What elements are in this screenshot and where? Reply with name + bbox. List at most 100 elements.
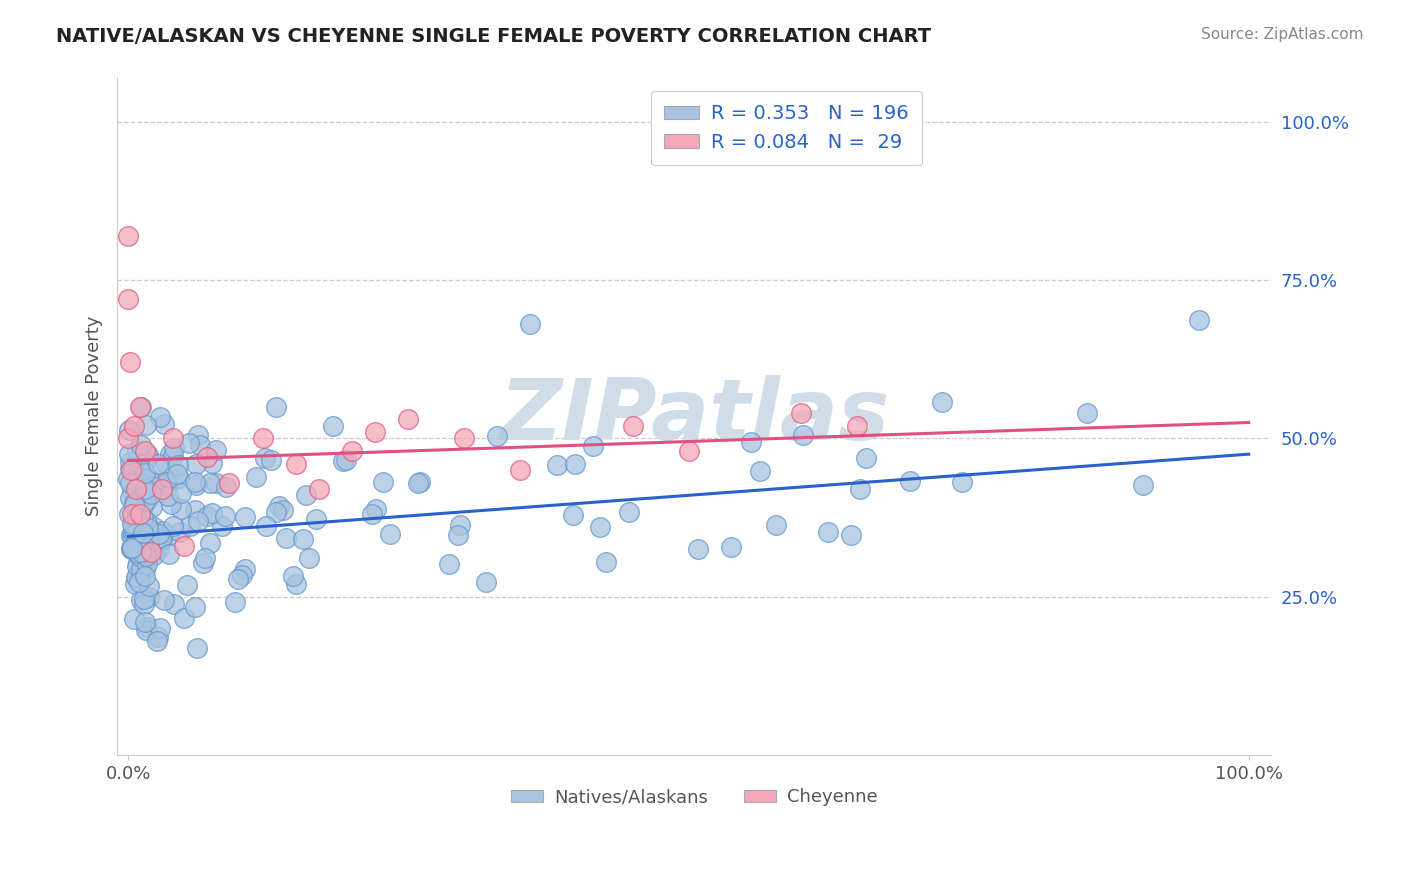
Point <box>193 556 215 570</box>
Point <box>186 640 208 655</box>
Point <box>201 456 224 470</box>
Point <box>124 577 146 591</box>
Point <box>129 593 152 607</box>
Point <box>134 615 156 630</box>
Point <box>128 574 150 589</box>
Point <box>127 546 149 560</box>
Point <box>187 514 209 528</box>
Point <box>135 515 157 529</box>
Point <box>132 591 155 606</box>
Point <box>157 548 180 562</box>
Point <box>1132 478 1154 492</box>
Point <box>284 576 307 591</box>
Point <box>135 624 157 638</box>
Point <box>931 394 953 409</box>
Point <box>156 476 179 491</box>
Point <box>118 491 141 505</box>
Point <box>546 458 568 473</box>
Point <box>218 475 240 490</box>
Point <box>159 474 181 488</box>
Point <box>162 442 184 456</box>
Point <box>211 519 233 533</box>
Point <box>159 497 181 511</box>
Point <box>561 508 583 523</box>
Point <box>855 451 877 466</box>
Point <box>187 428 209 442</box>
Point <box>845 418 868 433</box>
Point <box>291 533 314 547</box>
Point <box>118 447 141 461</box>
Point <box>121 530 143 544</box>
Y-axis label: Single Female Poverty: Single Female Poverty <box>86 316 103 516</box>
Point <box>127 558 149 573</box>
Point <box>134 455 156 469</box>
Point <box>264 400 287 414</box>
Point <box>276 531 298 545</box>
Point <box>120 463 142 477</box>
Point <box>131 400 153 414</box>
Point <box>139 523 162 537</box>
Point <box>173 539 195 553</box>
Point <box>141 479 163 493</box>
Point <box>264 505 287 519</box>
Point <box>1076 406 1098 420</box>
Point <box>204 475 226 490</box>
Point <box>378 526 401 541</box>
Point <box>150 482 173 496</box>
Point <box>120 528 142 542</box>
Point <box>169 471 191 485</box>
Point <box>564 457 586 471</box>
Point <box>121 516 143 531</box>
Point <box>134 493 156 508</box>
Point <box>132 499 155 513</box>
Point <box>475 574 498 589</box>
Point <box>122 418 145 433</box>
Point <box>128 508 150 522</box>
Point <box>129 544 152 558</box>
Text: ZIPatlas: ZIPatlas <box>499 375 889 458</box>
Point <box>129 475 152 490</box>
Point <box>136 558 159 572</box>
Point <box>233 562 256 576</box>
Point <box>138 535 160 549</box>
Point <box>134 482 156 496</box>
Point <box>125 515 148 529</box>
Point <box>285 457 308 471</box>
Point <box>128 400 150 414</box>
Point <box>260 452 283 467</box>
Point <box>125 482 148 496</box>
Point <box>149 621 172 635</box>
Point <box>131 509 153 524</box>
Point <box>373 475 395 490</box>
Point <box>122 496 145 510</box>
Point <box>148 541 170 556</box>
Point <box>132 463 155 477</box>
Point <box>134 569 156 583</box>
Point <box>138 471 160 485</box>
Point <box>298 551 321 566</box>
Point <box>173 611 195 625</box>
Point <box>139 487 162 501</box>
Point <box>184 475 207 489</box>
Point <box>132 510 155 524</box>
Point <box>406 476 429 491</box>
Point <box>157 528 180 542</box>
Point <box>581 439 603 453</box>
Point <box>139 473 162 487</box>
Point <box>198 476 221 491</box>
Point <box>162 431 184 445</box>
Point <box>152 592 174 607</box>
Point <box>322 419 344 434</box>
Point <box>138 590 160 604</box>
Point <box>170 502 193 516</box>
Legend: Natives/Alaskans, Cheyenne: Natives/Alaskans, Cheyenne <box>503 781 884 814</box>
Text: NATIVE/ALASKAN VS CHEYENNE SINGLE FEMALE POVERTY CORRELATION CHART: NATIVE/ALASKAN VS CHEYENNE SINGLE FEMALE… <box>56 27 931 45</box>
Point <box>748 464 770 478</box>
Point <box>135 549 157 563</box>
Point <box>132 525 155 540</box>
Point <box>127 556 149 570</box>
Point <box>163 597 186 611</box>
Point <box>135 545 157 559</box>
Point <box>135 620 157 634</box>
Point <box>142 549 165 563</box>
